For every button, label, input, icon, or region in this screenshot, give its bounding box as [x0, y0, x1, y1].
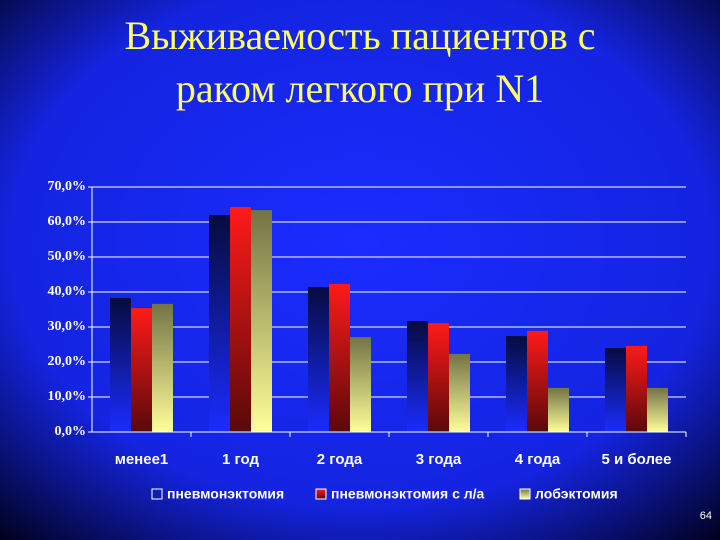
x-tick-label: 2 года — [317, 451, 363, 468]
title-line: раком легкого при N1 — [176, 66, 544, 111]
x-tick-label: 3 года — [416, 451, 462, 468]
y-tick-label: 10,0% — [48, 389, 87, 404]
bar — [308, 287, 329, 432]
legend-swatch — [315, 488, 327, 500]
y-tick-label: 50,0% — [48, 249, 87, 264]
x-tick-label: 1 год — [222, 451, 260, 468]
x-tick-label: 4 года — [515, 451, 561, 468]
title-line: Выживаемость пациентов с — [125, 13, 596, 58]
bar — [548, 387, 569, 432]
bar — [251, 210, 272, 432]
bar — [428, 323, 449, 432]
bar — [527, 330, 548, 432]
bar — [626, 345, 647, 432]
legend-swatch — [519, 488, 531, 500]
bar — [407, 321, 428, 432]
bar — [350, 337, 371, 432]
x-tick-label: менее1 — [115, 451, 169, 468]
legend-label: лобэктомия — [535, 486, 618, 502]
y-tick-label: 30,0% — [48, 319, 87, 334]
bar — [329, 283, 350, 432]
bar — [209, 215, 230, 432]
legend-swatch — [151, 488, 163, 500]
y-tick-label: 0,0% — [55, 424, 87, 439]
x-tick-label: 5 и более — [602, 451, 672, 468]
y-tick-label: 40,0% — [48, 284, 87, 299]
page-number: 64 — [700, 510, 712, 522]
bar — [152, 303, 173, 432]
y-tick-label: 60,0% — [48, 214, 87, 229]
y-tick-label: 20,0% — [48, 354, 87, 369]
bar — [506, 336, 527, 432]
bar — [131, 308, 152, 432]
bar — [647, 387, 668, 432]
bar — [449, 353, 470, 432]
bar — [110, 297, 131, 432]
bar — [605, 348, 626, 432]
y-tick-label: 70,0% — [48, 179, 87, 194]
bar — [230, 206, 251, 432]
legend-label: пневмонэктомия — [167, 486, 284, 502]
legend-label: пневмонэктомия с л/а — [331, 486, 485, 502]
